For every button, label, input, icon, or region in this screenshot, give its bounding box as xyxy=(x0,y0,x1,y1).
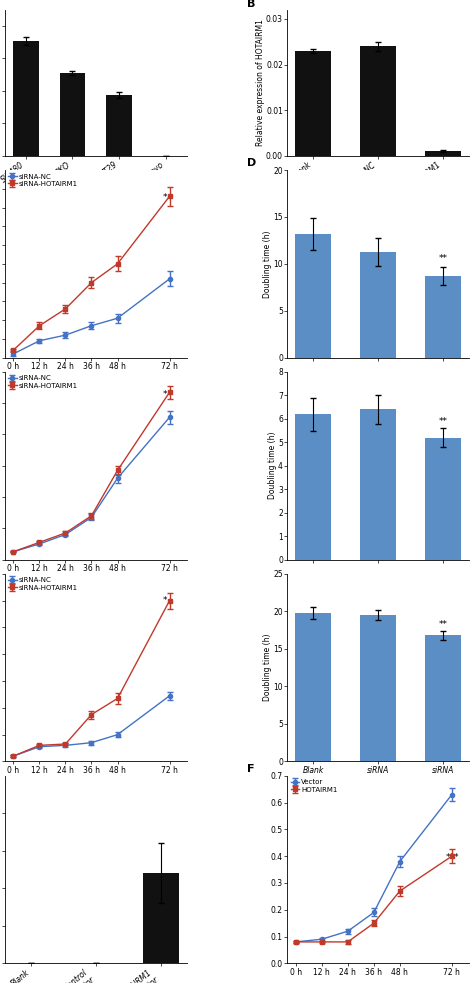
Bar xyxy=(425,276,461,358)
Text: **: ** xyxy=(438,254,447,263)
Text: *: * xyxy=(163,193,167,202)
Bar xyxy=(425,151,461,155)
Text: *: * xyxy=(163,597,167,606)
Legend: siRNA-NC, siRNA-HOTAIRM1: siRNA-NC, siRNA-HOTAIRM1 xyxy=(8,577,78,591)
Text: **: ** xyxy=(438,417,447,426)
Y-axis label: Doubling time (h): Doubling time (h) xyxy=(268,432,277,499)
Bar xyxy=(295,612,331,762)
Bar xyxy=(360,252,396,358)
Bar xyxy=(360,615,396,762)
Bar xyxy=(295,234,331,358)
Legend: siRNA-NC, siRNA-HOTAIRM1: siRNA-NC, siRNA-HOTAIRM1 xyxy=(8,376,78,389)
Bar xyxy=(425,437,461,559)
Text: F: F xyxy=(247,764,255,774)
Y-axis label: Doubling time (h): Doubling time (h) xyxy=(263,634,272,702)
Y-axis label: Doubling time (h): Doubling time (h) xyxy=(263,230,272,298)
Text: D: D xyxy=(247,158,256,168)
Legend: Vector, HOTAIRM1: Vector, HOTAIRM1 xyxy=(291,780,337,792)
Text: ***: *** xyxy=(446,853,459,862)
Bar xyxy=(106,95,132,155)
Bar xyxy=(295,414,331,559)
Text: **: ** xyxy=(438,620,447,629)
Bar xyxy=(360,46,396,155)
Text: B: B xyxy=(247,0,255,9)
Bar xyxy=(425,635,461,762)
Bar xyxy=(360,410,396,559)
Text: *: * xyxy=(163,390,167,399)
Y-axis label: Relative expression of HOTAIRM1: Relative expression of HOTAIRM1 xyxy=(255,20,264,146)
Bar xyxy=(13,40,39,155)
Bar xyxy=(143,873,179,963)
Bar xyxy=(60,73,85,155)
Legend: siRNA-NC, siRNA-HOTAIRM1: siRNA-NC, siRNA-HOTAIRM1 xyxy=(8,174,78,187)
Bar xyxy=(295,51,331,155)
